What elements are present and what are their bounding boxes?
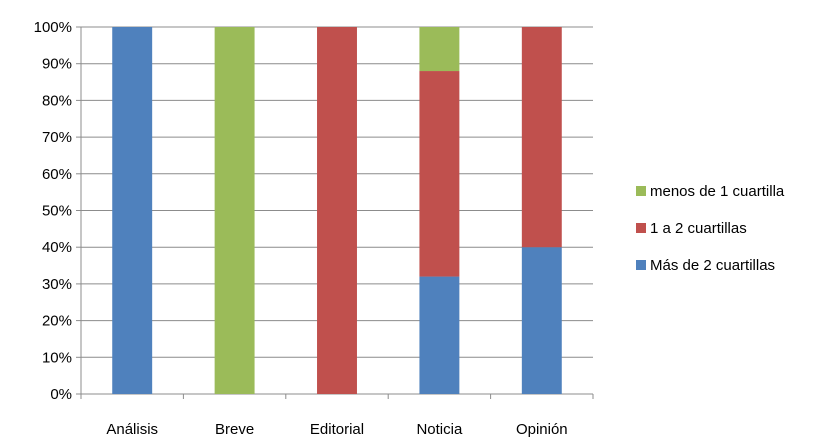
- legend: menos de 1 cuartilla 1 a 2 cuartillas Más …: [636, 183, 785, 274]
- y-tick-label: 10%: [42, 349, 72, 366]
- bar-segment: [419, 276, 460, 394]
- y-tick-labels: 0% 10% 20% 30% 40% 50% 60% 70% 80% 90% 100%: [34, 19, 72, 403]
- y-tick-label: 100%: [34, 19, 72, 36]
- x-category-label: Noticia: [416, 421, 463, 438]
- legend-label: 1 a 2 cuartillas: [650, 220, 747, 237]
- legend-swatch: [636, 223, 646, 233]
- y-tick-label: 90%: [42, 56, 72, 73]
- bar-segment: [317, 27, 357, 394]
- bar-segment: [112, 27, 153, 394]
- bar-segment: [214, 27, 255, 394]
- y-tick-label: 20%: [42, 313, 72, 330]
- legend-label: menos de 1 cuartilla: [650, 183, 785, 200]
- bar-segment: [521, 247, 562, 394]
- y-tick-label: 30%: [42, 276, 72, 293]
- bar-segment: [419, 27, 460, 72]
- y-tick-label: 70%: [42, 129, 72, 146]
- legend-swatch: [636, 260, 646, 270]
- x-category-label: Opinión: [516, 421, 568, 438]
- legend-label: Más de 2 cuartillas: [650, 257, 775, 274]
- y-tick-label: 50%: [42, 203, 72, 220]
- y-tick-label: 40%: [42, 239, 72, 256]
- x-category-label: Editorial: [310, 421, 364, 438]
- x-category-label: Análisis: [106, 421, 158, 438]
- bar-segment: [521, 27, 562, 248]
- x-category-label: Breve: [215, 421, 254, 438]
- y-tick-label: 0%: [50, 386, 72, 403]
- legend-swatch: [636, 186, 646, 196]
- y-tick-label: 60%: [42, 166, 72, 183]
- bars: [112, 27, 562, 394]
- x-category-labels: Análisis Breve Editorial Noticia Opinión: [106, 421, 567, 438]
- y-tick-label: 80%: [42, 92, 72, 109]
- bar-segment: [419, 71, 460, 277]
